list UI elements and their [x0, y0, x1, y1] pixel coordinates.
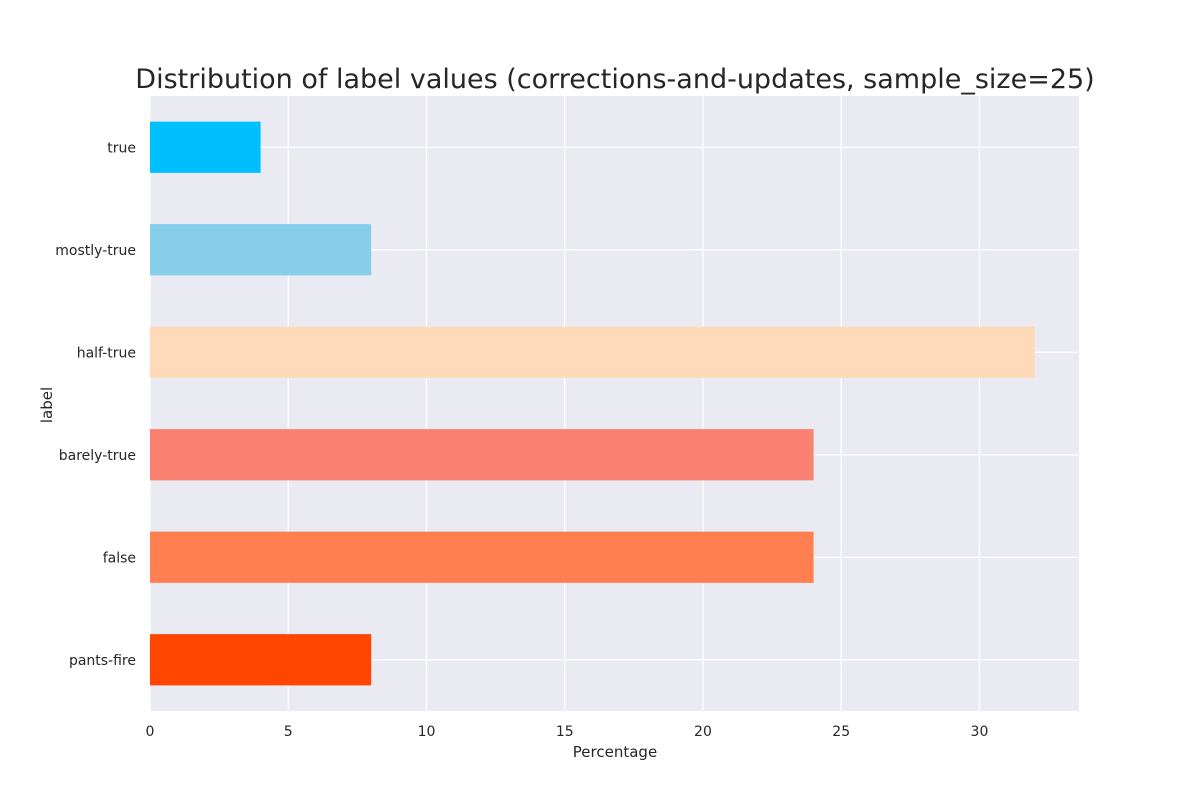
chart-title: Distribution of label values (correction… — [135, 64, 1094, 95]
y-tick-label: barely-true — [59, 448, 136, 464]
x-tick-label: 25 — [832, 724, 850, 740]
y-tick-labels: true mostly-true half-true barely-true false… — [55, 140, 136, 669]
plot-area — [150, 96, 1079, 711]
x-tick-label: 20 — [694, 724, 712, 740]
y-tick-label: mostly-true — [55, 243, 136, 259]
bar-true — [150, 121, 261, 173]
bars — [150, 121, 1035, 686]
y-tick-label: half-true — [77, 345, 136, 361]
bar-barely-true — [150, 429, 814, 481]
y-tick-label: pants-fire — [69, 653, 136, 669]
x-tick-label: 10 — [418, 724, 436, 740]
bar-half-true — [150, 326, 1035, 378]
bar-mostly-true — [150, 224, 372, 276]
x-tick-label: 30 — [971, 724, 989, 740]
bar-pants-fire — [150, 634, 372, 686]
y-tick-label: true — [107, 140, 136, 156]
x-tick-label: 15 — [556, 724, 574, 740]
y-tick-label: false — [103, 550, 136, 566]
x-tick-label: 0 — [146, 724, 155, 740]
x-tick-label: 5 — [284, 724, 293, 740]
bar-false — [150, 531, 814, 583]
x-axis-label: Percentage — [573, 743, 657, 761]
x-tick-labels: 0 5 10 15 20 25 30 — [146, 724, 989, 740]
y-axis-label: label — [38, 387, 56, 423]
